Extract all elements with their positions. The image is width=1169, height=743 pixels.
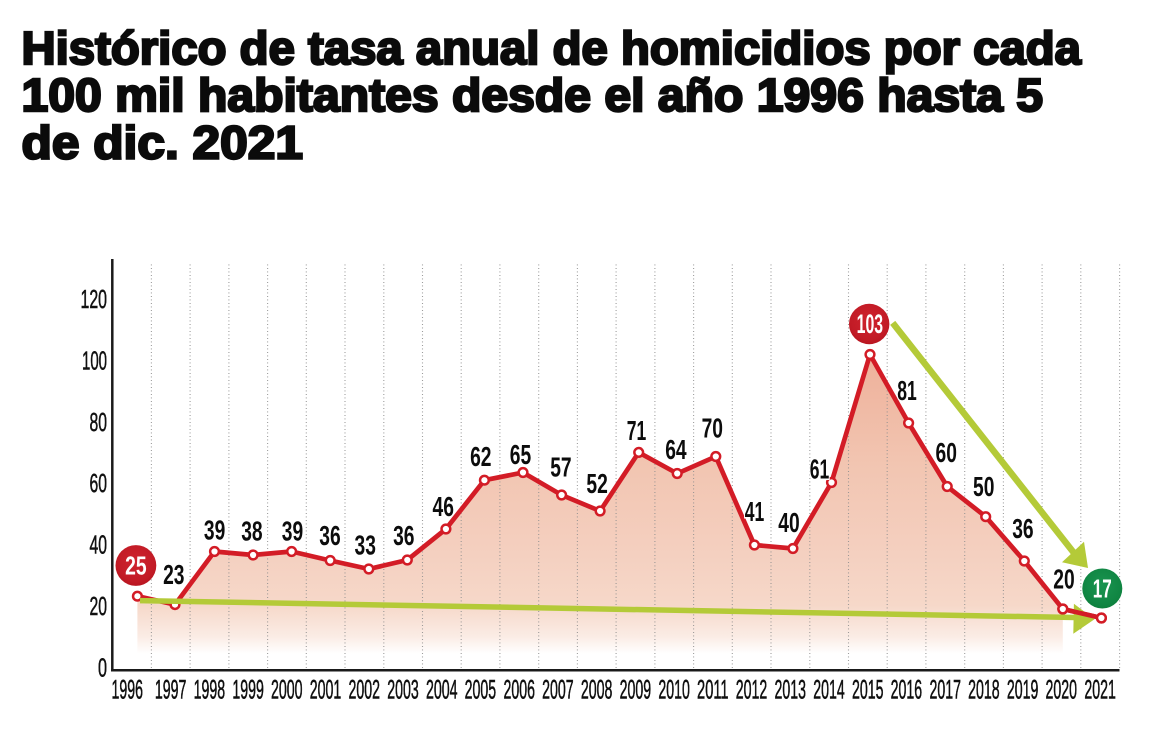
svg-text:2001: 2001: [310, 675, 342, 705]
svg-text:Histórico de tasa anual de hom: Histórico de tasa anual de homicidios po…: [22, 22, 1082, 74]
svg-text:20: 20: [1053, 564, 1074, 595]
svg-text:2013: 2013: [775, 675, 807, 705]
svg-text:2003: 2003: [387, 675, 419, 705]
svg-text:41: 41: [745, 496, 765, 527]
svg-text:2010: 2010: [658, 675, 690, 705]
svg-text:23: 23: [163, 559, 184, 590]
svg-text:2011: 2011: [697, 675, 729, 705]
svg-text:120: 120: [81, 284, 108, 314]
svg-text:2017: 2017: [929, 675, 961, 705]
svg-text:62: 62: [470, 441, 491, 472]
svg-text:36: 36: [393, 520, 414, 551]
svg-text:2019: 2019: [1007, 675, 1039, 705]
svg-text:1998: 1998: [194, 675, 226, 705]
svg-text:1999: 1999: [232, 675, 264, 705]
svg-text:46: 46: [433, 491, 454, 522]
svg-text:39: 39: [282, 516, 303, 547]
svg-text:1997: 1997: [155, 675, 187, 705]
svg-text:2020: 2020: [1046, 675, 1078, 705]
svg-text:60: 60: [936, 437, 957, 468]
svg-text:36: 36: [319, 520, 340, 551]
svg-text:39: 39: [204, 515, 225, 546]
svg-text:40: 40: [778, 507, 799, 538]
svg-text:2009: 2009: [620, 675, 652, 705]
svg-text:2007: 2007: [542, 675, 574, 705]
svg-text:2016: 2016: [891, 675, 923, 705]
svg-text:65: 65: [510, 439, 531, 470]
svg-text:2021: 2021: [1084, 675, 1116, 705]
svg-text:2018: 2018: [968, 675, 1000, 705]
svg-text:70: 70: [702, 412, 723, 443]
svg-text:71: 71: [627, 415, 647, 446]
svg-text:20: 20: [90, 591, 108, 621]
svg-text:52: 52: [586, 468, 607, 499]
svg-text:2015: 2015: [852, 675, 884, 705]
svg-text:de dic. 2021: de dic. 2021: [22, 117, 304, 169]
svg-text:33: 33: [355, 530, 376, 561]
svg-text:2002: 2002: [349, 675, 381, 705]
svg-text:81: 81: [897, 375, 917, 406]
svg-text:2004: 2004: [426, 675, 458, 705]
svg-text:40: 40: [90, 530, 108, 560]
svg-text:17: 17: [1093, 574, 1112, 604]
svg-text:57: 57: [550, 452, 571, 483]
svg-text:61: 61: [810, 453, 830, 484]
svg-text:2008: 2008: [581, 675, 613, 705]
svg-text:2012: 2012: [736, 675, 768, 705]
svg-text:2005: 2005: [465, 675, 497, 705]
svg-text:50: 50: [973, 471, 994, 502]
svg-text:38: 38: [241, 516, 262, 547]
svg-text:0: 0: [98, 652, 107, 682]
svg-text:64: 64: [665, 434, 687, 465]
svg-text:1996: 1996: [112, 675, 144, 705]
svg-text:2000: 2000: [271, 675, 303, 705]
svg-text:80: 80: [90, 407, 108, 437]
svg-text:60: 60: [90, 468, 108, 498]
svg-text:2014: 2014: [813, 675, 845, 705]
svg-text:100 mil habitantes desde el añ: 100 mil habitantes desde el año 1996 has…: [22, 69, 1044, 121]
svg-text:100: 100: [82, 345, 107, 375]
svg-text:36: 36: [1012, 513, 1033, 544]
svg-text:103: 103: [857, 309, 884, 339]
svg-text:25: 25: [125, 551, 147, 581]
svg-text:2006: 2006: [503, 675, 535, 705]
